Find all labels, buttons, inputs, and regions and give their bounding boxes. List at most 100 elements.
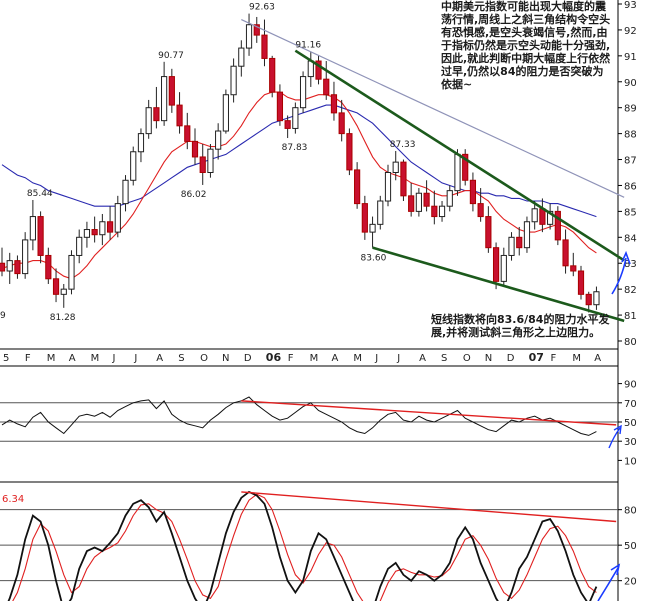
- candle-body: [570, 265, 577, 272]
- candle-body: [323, 78, 330, 96]
- candle-body: [431, 205, 438, 218]
- candle-body: [400, 161, 407, 197]
- candle-body: [222, 94, 229, 132]
- candle-body: [168, 76, 175, 106]
- price-y-tick-label: 82: [624, 285, 637, 296]
- candle-body: [307, 60, 314, 78]
- candle-body: [369, 223, 376, 233]
- candle-body: [238, 47, 245, 67]
- candle-body: [261, 34, 268, 59]
- price-y-tick-label: 93: [624, 0, 637, 11]
- candle-body: [462, 153, 469, 181]
- candle-body: [22, 239, 29, 275]
- rsi-line: [1, 396, 597, 436]
- candle-body: [76, 236, 83, 256]
- candle-body: [269, 57, 276, 93]
- price-label: 81.28: [50, 313, 76, 323]
- candle-body: [29, 216, 36, 241]
- x-tick-label: 07: [529, 351, 544, 364]
- candle-body: [539, 208, 546, 225]
- candle-body: [384, 172, 392, 202]
- candle-body: [500, 254, 507, 282]
- x-tick-label: A: [594, 353, 601, 364]
- candle-body: [377, 200, 384, 225]
- price-y-tick-label: 80: [624, 337, 637, 348]
- x-tick-label: J: [133, 353, 137, 364]
- candle-body: [6, 260, 13, 272]
- candle-body: [45, 254, 52, 280]
- candle-body: [68, 254, 75, 290]
- x-tick-label: 5: [3, 353, 9, 364]
- price-y-tick-label: 87: [624, 156, 637, 167]
- candle-body: [315, 60, 322, 80]
- candle-body: [508, 236, 515, 256]
- candle-body: [14, 260, 21, 275]
- stochastic-trendline: [241, 491, 617, 523]
- annotation-upper: 中期美元指数可能出现大幅度的震荡行情,周线上之斜三角结构令空头有恐惧感,是空头衰…: [441, 0, 611, 91]
- candle-body: [153, 107, 160, 122]
- candle-body: [106, 221, 114, 233]
- x-tick-label: A: [332, 353, 339, 364]
- forecast-arrow-rsi: [608, 427, 621, 449]
- candle-body: [408, 195, 415, 212]
- candle-body: [299, 76, 307, 109]
- price-label: 86.02: [181, 190, 207, 200]
- candle-body: [516, 236, 523, 249]
- candle-body: [523, 221, 531, 249]
- x-tick-label: J: [374, 353, 378, 364]
- x-tick-label: F: [25, 353, 31, 364]
- x-tick-label: M: [310, 353, 319, 364]
- x-tick-label: O: [200, 353, 208, 364]
- candle-body: [593, 291, 600, 306]
- x-tick-label: D: [244, 353, 252, 364]
- candle-body: [346, 133, 353, 171]
- candle-body: [284, 120, 291, 129]
- candle-body: [292, 107, 299, 129]
- x-tick-label: M: [572, 353, 581, 364]
- x-tick-label: A: [69, 353, 76, 364]
- price-y-tick-label: 86: [624, 181, 637, 192]
- candle-body: [446, 190, 453, 207]
- candle-body: [52, 278, 60, 295]
- candle-body: [492, 247, 500, 282]
- candle-body: [354, 169, 361, 205]
- candle-body: [114, 203, 121, 233]
- stochastic-y-tick-label: 80: [624, 506, 637, 517]
- candle-body: [415, 192, 422, 212]
- candle-body: [469, 179, 477, 205]
- price-label: 9: [0, 311, 6, 321]
- candle-body: [99, 221, 106, 236]
- candle-body: [161, 76, 168, 122]
- candle-body: [276, 91, 284, 122]
- candle-body: [423, 192, 430, 207]
- x-tick-label: F: [551, 353, 557, 364]
- stochastic-fast-line: [7, 490, 598, 601]
- candle-body: [361, 203, 368, 233]
- candle-body: [137, 133, 145, 153]
- candle-body: [554, 210, 561, 241]
- price-label: 90.77: [158, 51, 184, 61]
- candle-body: [199, 156, 206, 173]
- x-tick-label: O: [463, 353, 471, 364]
- stochastic-value-label: 6.34: [2, 494, 24, 505]
- candle-body: [531, 208, 538, 223]
- x-tick-label: 06: [266, 351, 282, 364]
- candle-body: [130, 151, 137, 181]
- candle-body: [0, 262, 6, 272]
- stochastic-slow-line: [12, 493, 597, 601]
- moving-average-short-line: [1, 91, 597, 280]
- x-tick-label: F: [288, 353, 294, 364]
- x-tick-label: A: [156, 353, 163, 364]
- forecast-arrowhead-rsi: [613, 424, 622, 435]
- price-y-tick-label: 92: [624, 26, 637, 37]
- rsi-y-tick-label: 10: [624, 456, 637, 467]
- forecast-arrow-stochastic: [597, 567, 619, 601]
- x-tick-label: S: [178, 353, 184, 364]
- trendline: [294, 49, 625, 262]
- candle-body: [37, 216, 44, 256]
- price-y-tick-label: 88: [624, 130, 637, 141]
- x-tick-label: N: [485, 353, 492, 364]
- price-label: 91.16: [295, 41, 321, 51]
- price-label: 92.63: [249, 3, 275, 13]
